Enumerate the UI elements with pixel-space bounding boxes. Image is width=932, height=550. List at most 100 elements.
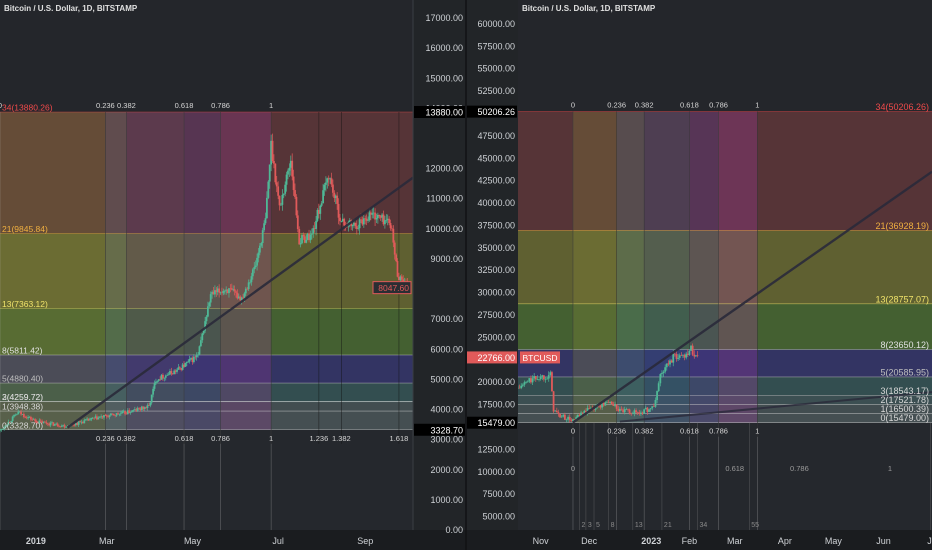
candle-body [675,354,678,359]
candle-body [395,254,398,262]
candle-body [677,357,680,359]
candle-body [28,416,31,418]
candle-body [367,220,369,221]
candle-body [301,235,303,244]
fib-count-label-right-7: 55 [751,522,759,529]
price-tick-right-18: 7500.00 [482,489,515,499]
fib-column-right-1 [616,111,645,423]
fib-band-right-1 [518,404,932,414]
candle-body [594,407,597,410]
candle-body [649,408,652,410]
fib-time-top-left-2: 0.382 [117,101,136,110]
fib-label-right-0: 0(15479.00) [880,413,929,423]
price-tick-left-10: 5000.00 [430,374,463,384]
time-tick-right-5: Apr [778,536,792,546]
fib-time-bottom-right-4: 0.786 [709,427,728,436]
candle-body [267,181,270,198]
fib-label-right-8: 8(23650.12) [880,340,929,350]
price-highlight-right-bottom: 15479.00 [477,418,515,428]
fib-time-top-left-3: 0.618 [175,101,194,110]
candle-body [538,378,540,380]
candle-body [1,428,4,430]
candle-body [81,422,84,424]
candle-body [191,358,194,363]
price-tick-right-15: 17500.00 [477,400,515,410]
candle-body [204,321,206,331]
candle-body [315,220,317,229]
trendline-right [572,170,932,424]
fib-column-right-0 [572,111,617,423]
candle-body [150,394,153,403]
candle-body [136,408,139,411]
fib-time-bottom-left-1: 0.382 [117,434,136,443]
candle-body [312,228,315,234]
panel-right: 0(15479.00)1(16500.39)2(17521.78)3(18543… [465,0,932,546]
fib-count-label-right-3: 8 [611,522,615,529]
fib-column-left-1 [105,111,127,430]
price-tick-right-2: 55000.00 [477,64,515,74]
candle-body [65,427,67,428]
candle-body [230,288,233,290]
candle-body [686,353,689,355]
candle-body [661,373,663,375]
candle-body [586,408,589,414]
time-tick-left-3: Jul [272,536,284,546]
fib-column-left-0 [0,111,106,430]
candle-body [518,387,521,389]
candle-body [219,292,222,294]
candle-body [641,412,644,414]
candle-body [163,377,166,379]
candle-body [288,167,291,171]
candle-body [91,417,94,419]
fib-time-bottom-left-7: 1.618 [390,434,409,443]
price-tick-left-5: 11000.00 [426,194,463,204]
candle-body [77,421,80,425]
candle-body [162,374,164,379]
fib-count-label-right-2: 5 [596,522,600,529]
fib-time-top-right-1: 0.236 [607,101,626,110]
candle-body [628,409,631,414]
candle-body [567,416,570,420]
candle-body [381,214,383,218]
candle-body [142,406,145,409]
candle-body [685,353,688,358]
price-tick-left-14: 1000.00 [430,495,463,505]
candle-body [376,214,379,219]
candle-body [364,218,367,219]
candle-body [618,408,621,411]
candle-body [49,422,52,426]
candle-body [631,413,634,415]
fib-label-right-13: 13(28757.07) [875,294,929,304]
candle-body [541,375,544,377]
fib-label-right-3: 3(18543.17) [880,386,929,396]
candle-body [375,218,378,220]
candle-body [146,405,149,409]
fib-label-right-5: 5(20585.95) [880,367,929,377]
candle-body [391,228,393,229]
candle-body [63,425,66,428]
fib-band-right-7 [518,111,932,231]
candle-body [664,367,667,372]
fib-label-left-34: 34(13880.26) [2,102,53,112]
candle-body [223,291,226,292]
candle-body [232,289,235,290]
candle-body [94,416,97,418]
candle-body [254,265,257,268]
candle-body [256,257,258,266]
candle-body [112,414,115,416]
time-tick-left-1: Mar [99,536,115,546]
candle-body [678,355,681,358]
candle-body [551,372,553,392]
candle-body [21,414,24,415]
price-tick-right-1: 57500.00 [477,41,515,51]
candle-body [280,204,282,206]
candle-body [308,233,310,241]
price-tick-right-14: 20000.00 [477,377,515,387]
candle-body [31,419,34,421]
candle-body [143,407,146,409]
candle-body [693,354,696,357]
candle-body [42,421,45,424]
candle-body [323,184,326,191]
